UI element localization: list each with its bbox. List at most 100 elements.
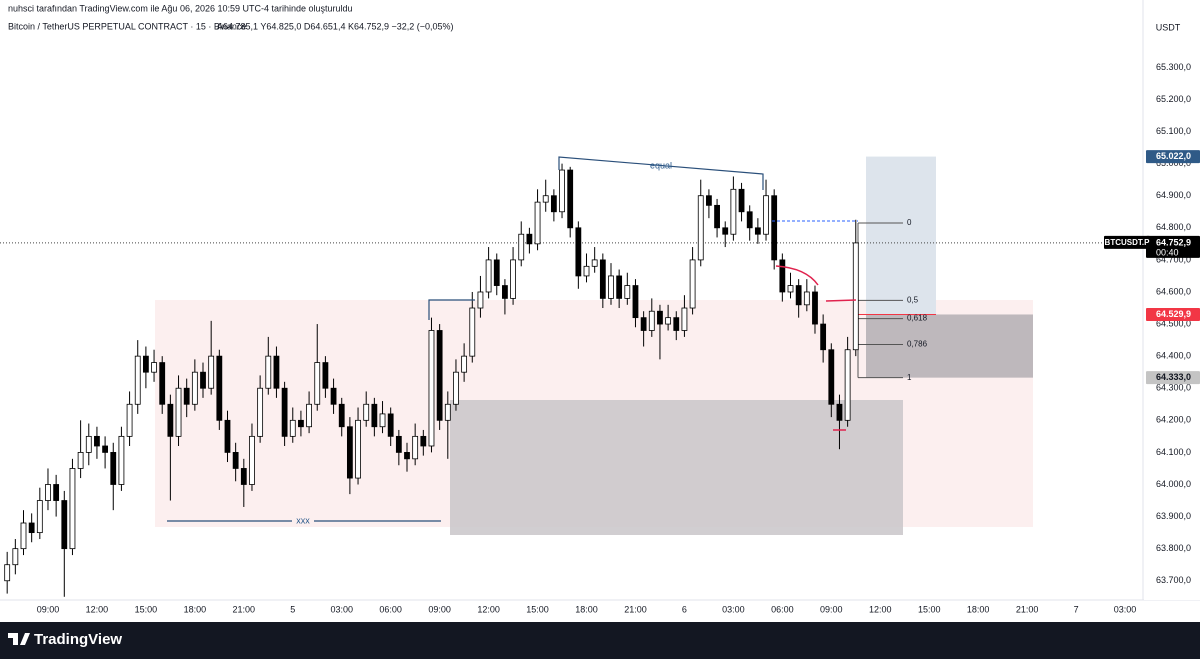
y-tick-label: 64.600,0 [1156,286,1191,296]
candle-body [208,355,215,389]
candle-body [485,259,492,293]
candle-body [640,317,647,331]
logo-text: TradingView [34,631,122,648]
candle-body [379,413,386,428]
xxx-label: xxx [296,515,310,525]
candle-body [110,452,117,485]
y-tick-label: 64.200,0 [1156,415,1191,425]
candle-body [844,349,851,421]
y-tick-label: 64.500,0 [1156,318,1191,328]
y-tick-label: 64.300,0 [1156,383,1191,393]
target-price-label-bg [1146,150,1200,164]
attribution: nuhsci tarafından TradingView.com ile Ağ… [8,3,353,13]
candle-body [4,564,11,582]
candle-body [738,188,745,213]
x-tick-label: 18:00 [575,604,598,614]
y-tick-label: 64.900,0 [1156,190,1191,200]
xxx-label-bg [292,516,314,526]
equal-label: equal [650,160,672,170]
y-tick-label: 63.800,0 [1156,543,1191,553]
candle-body [142,355,149,373]
candle-body [289,419,296,437]
x-tick-label: 09:00 [37,604,60,614]
price-axis [1144,0,1200,600]
y-tick-label: 63.900,0 [1156,511,1191,521]
candle-body [167,403,174,437]
candle-body [681,307,688,331]
candle-body [428,330,435,447]
x-tick-label: 12:00 [869,604,892,614]
candle-body [779,259,786,293]
stop-zone [866,314,1033,378]
symbol-tag: BTCUSDT.P [1105,238,1151,247]
candle-body [387,413,394,437]
candle-body [395,435,402,453]
fib-label: 0,786 [907,340,928,349]
candle-body [102,445,108,453]
candle-body [240,468,247,485]
candle-body [436,330,443,421]
candle-body [36,500,43,534]
candle-body [526,233,533,245]
x-tick-label: 06:00 [771,604,794,614]
candle-body [591,259,598,267]
candle-body [510,259,516,299]
x-tick-label: 15:00 [918,604,941,614]
candle-body [559,169,565,213]
x-tick-label: 09:00 [820,604,843,614]
x-tick-label: 5 [290,604,295,614]
candle-body [534,201,541,245]
logo-mark [8,633,30,645]
stop-price-label: 64.333,0 [1156,372,1191,382]
candle-body [175,387,182,437]
candle-body [371,403,378,428]
candle-body [502,285,508,299]
x-tick-label: 12:00 [86,604,109,614]
symbol-tag-bg [1104,235,1150,249]
candle-body [126,403,133,437]
footer-bar [0,622,1200,659]
y-tick-label: 64.700,0 [1156,254,1191,264]
y-tick-label: 64.800,0 [1156,222,1191,232]
candle-body [542,195,549,203]
candle-body [151,362,157,373]
candle-body [665,317,672,325]
x-tick-label: 12:00 [477,604,500,614]
x-tick-label: 21:00 [233,604,256,614]
candle-body [298,419,304,428]
fib-label: 0 [907,218,912,227]
x-tick-label: 21:00 [1016,604,1039,614]
candle-body [134,355,141,405]
fib-label: 1 [907,373,912,382]
fib-label: 0,5 [907,295,919,304]
candle-body [746,211,753,229]
stop-price-label-bg [1146,371,1200,385]
y-tick-label: 63.700,0 [1156,575,1191,585]
candle-body [77,452,84,469]
candle-body [820,323,827,351]
candle-body [45,484,51,501]
candle-body [273,355,280,389]
y-tick-label: 64.100,0 [1156,447,1191,457]
currency-label: USDT [1156,22,1181,32]
last-price-label: 64.752,9 [1156,237,1191,247]
candle-body [232,452,239,469]
axes: 63.700,0 63.800,0 63.900,0 64.000,0 64.100,0… [37,62,1200,614]
candle-body [224,419,231,453]
fib-label: 0,618 [907,314,928,323]
candle-body [575,227,582,277]
x-tick-label: 7 [1074,604,1079,614]
candle-body [200,371,206,389]
candle-body [28,522,35,534]
x-tick-label: 18:00 [184,604,207,614]
candle-body [330,387,337,405]
candle-body [689,259,696,309]
candle-body [404,452,410,460]
candle-body [795,285,802,306]
candle-body [355,419,361,479]
candle-body [191,371,198,405]
candle-body [787,285,794,293]
x-tick-label: 03:00 [1114,604,1137,614]
candle-body [322,362,329,389]
x-tick-label: 09:00 [428,604,451,614]
